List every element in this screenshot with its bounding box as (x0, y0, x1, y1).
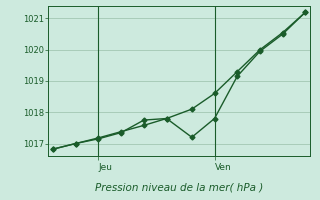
Text: Jeu: Jeu (99, 164, 112, 172)
Text: Ven: Ven (214, 164, 231, 172)
Text: Pression niveau de la mer( hPa ): Pression niveau de la mer( hPa ) (95, 183, 263, 193)
